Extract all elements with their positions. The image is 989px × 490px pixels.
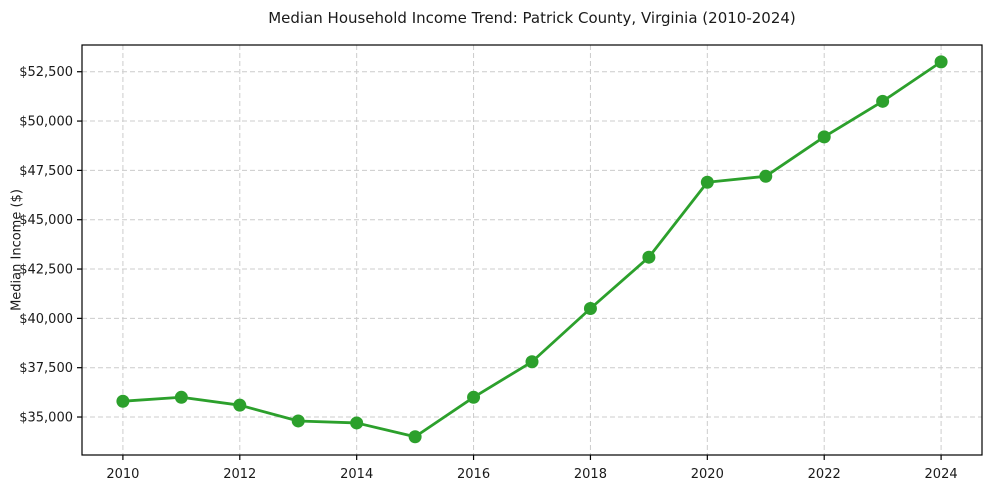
- chart-title: Median Household Income Trend: Patrick C…: [268, 9, 796, 27]
- x-tick-label: 2024: [925, 467, 958, 482]
- y-tick-label: $50,000: [19, 115, 73, 130]
- y-tick-label: $40,000: [19, 312, 73, 327]
- y-tick-label: $37,500: [19, 361, 73, 376]
- x-tick-label: 2012: [223, 467, 256, 482]
- x-tick-label: 2022: [808, 467, 841, 482]
- data-point: [174, 390, 188, 404]
- y-tick-label: $47,500: [19, 164, 73, 179]
- x-tick-label: 2018: [574, 467, 607, 482]
- data-point: [291, 414, 305, 428]
- x-tick-label: 2010: [106, 467, 139, 482]
- data-point: [817, 130, 831, 144]
- data-point: [876, 94, 890, 108]
- data-point: [233, 398, 247, 412]
- y-tick-label: $42,500: [19, 263, 73, 278]
- x-tick-label: 2016: [457, 467, 490, 482]
- y-tick-label: $35,000: [19, 411, 73, 426]
- data-point: [116, 394, 130, 408]
- y-tick-label: $45,000: [19, 213, 73, 228]
- trend-line: [121, 60, 943, 439]
- data-point: [759, 169, 773, 183]
- y-tick-label: $52,500: [19, 65, 73, 80]
- data-point: [350, 416, 364, 430]
- data-point: [642, 250, 656, 264]
- data-point: [934, 55, 948, 69]
- x-tick-label: 2020: [691, 467, 724, 482]
- data-point: [525, 355, 539, 369]
- x-tick-label: 2014: [340, 467, 373, 482]
- data-point: [408, 430, 422, 444]
- data-point: [467, 390, 481, 404]
- plot-border: [81, 44, 983, 456]
- data-point: [583, 302, 597, 316]
- data-point: [700, 175, 714, 189]
